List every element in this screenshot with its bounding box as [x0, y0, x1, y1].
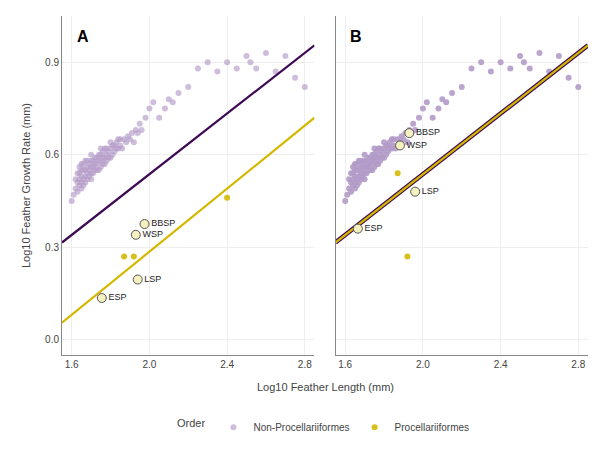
svg-text:B: B	[350, 28, 362, 45]
svg-text:BBSP: BBSP	[416, 127, 440, 137]
svg-text:2.0: 2.0	[416, 359, 430, 370]
svg-text:Log10 Feather Growth Rate (mm): Log10 Feather Growth Rate (mm)	[20, 103, 32, 268]
svg-text:Non-Procellariiformes: Non-Procellariiformes	[253, 422, 349, 433]
svg-text:LSP: LSP	[422, 186, 439, 196]
svg-text:ESP: ESP	[108, 292, 126, 302]
svg-text:Procellariiformes: Procellariiformes	[395, 422, 469, 433]
svg-text:0.9: 0.9	[45, 57, 59, 68]
svg-text:1.6: 1.6	[65, 359, 79, 370]
svg-text:ESP: ESP	[364, 223, 382, 233]
svg-text:0.0: 0.0	[45, 334, 59, 345]
svg-text:WSP: WSP	[142, 229, 163, 239]
svg-text:A: A	[77, 28, 89, 45]
svg-text:2.8: 2.8	[298, 359, 312, 370]
svg-text:LSP: LSP	[144, 274, 161, 284]
svg-text:0.6: 0.6	[45, 149, 59, 160]
svg-text:2.4: 2.4	[494, 359, 508, 370]
svg-text:2.8: 2.8	[571, 359, 585, 370]
svg-text:Order: Order	[177, 417, 205, 429]
svg-text:1.6: 1.6	[338, 359, 352, 370]
svg-text:Log10 Feather Length (mm): Log10 Feather Length (mm)	[257, 381, 394, 393]
svg-text:WSP: WSP	[407, 140, 428, 150]
svg-text:2.0: 2.0	[142, 359, 156, 370]
svg-text:BBSP: BBSP	[151, 218, 175, 228]
svg-text:0.3: 0.3	[45, 242, 59, 253]
svg-text:2.4: 2.4	[220, 359, 234, 370]
